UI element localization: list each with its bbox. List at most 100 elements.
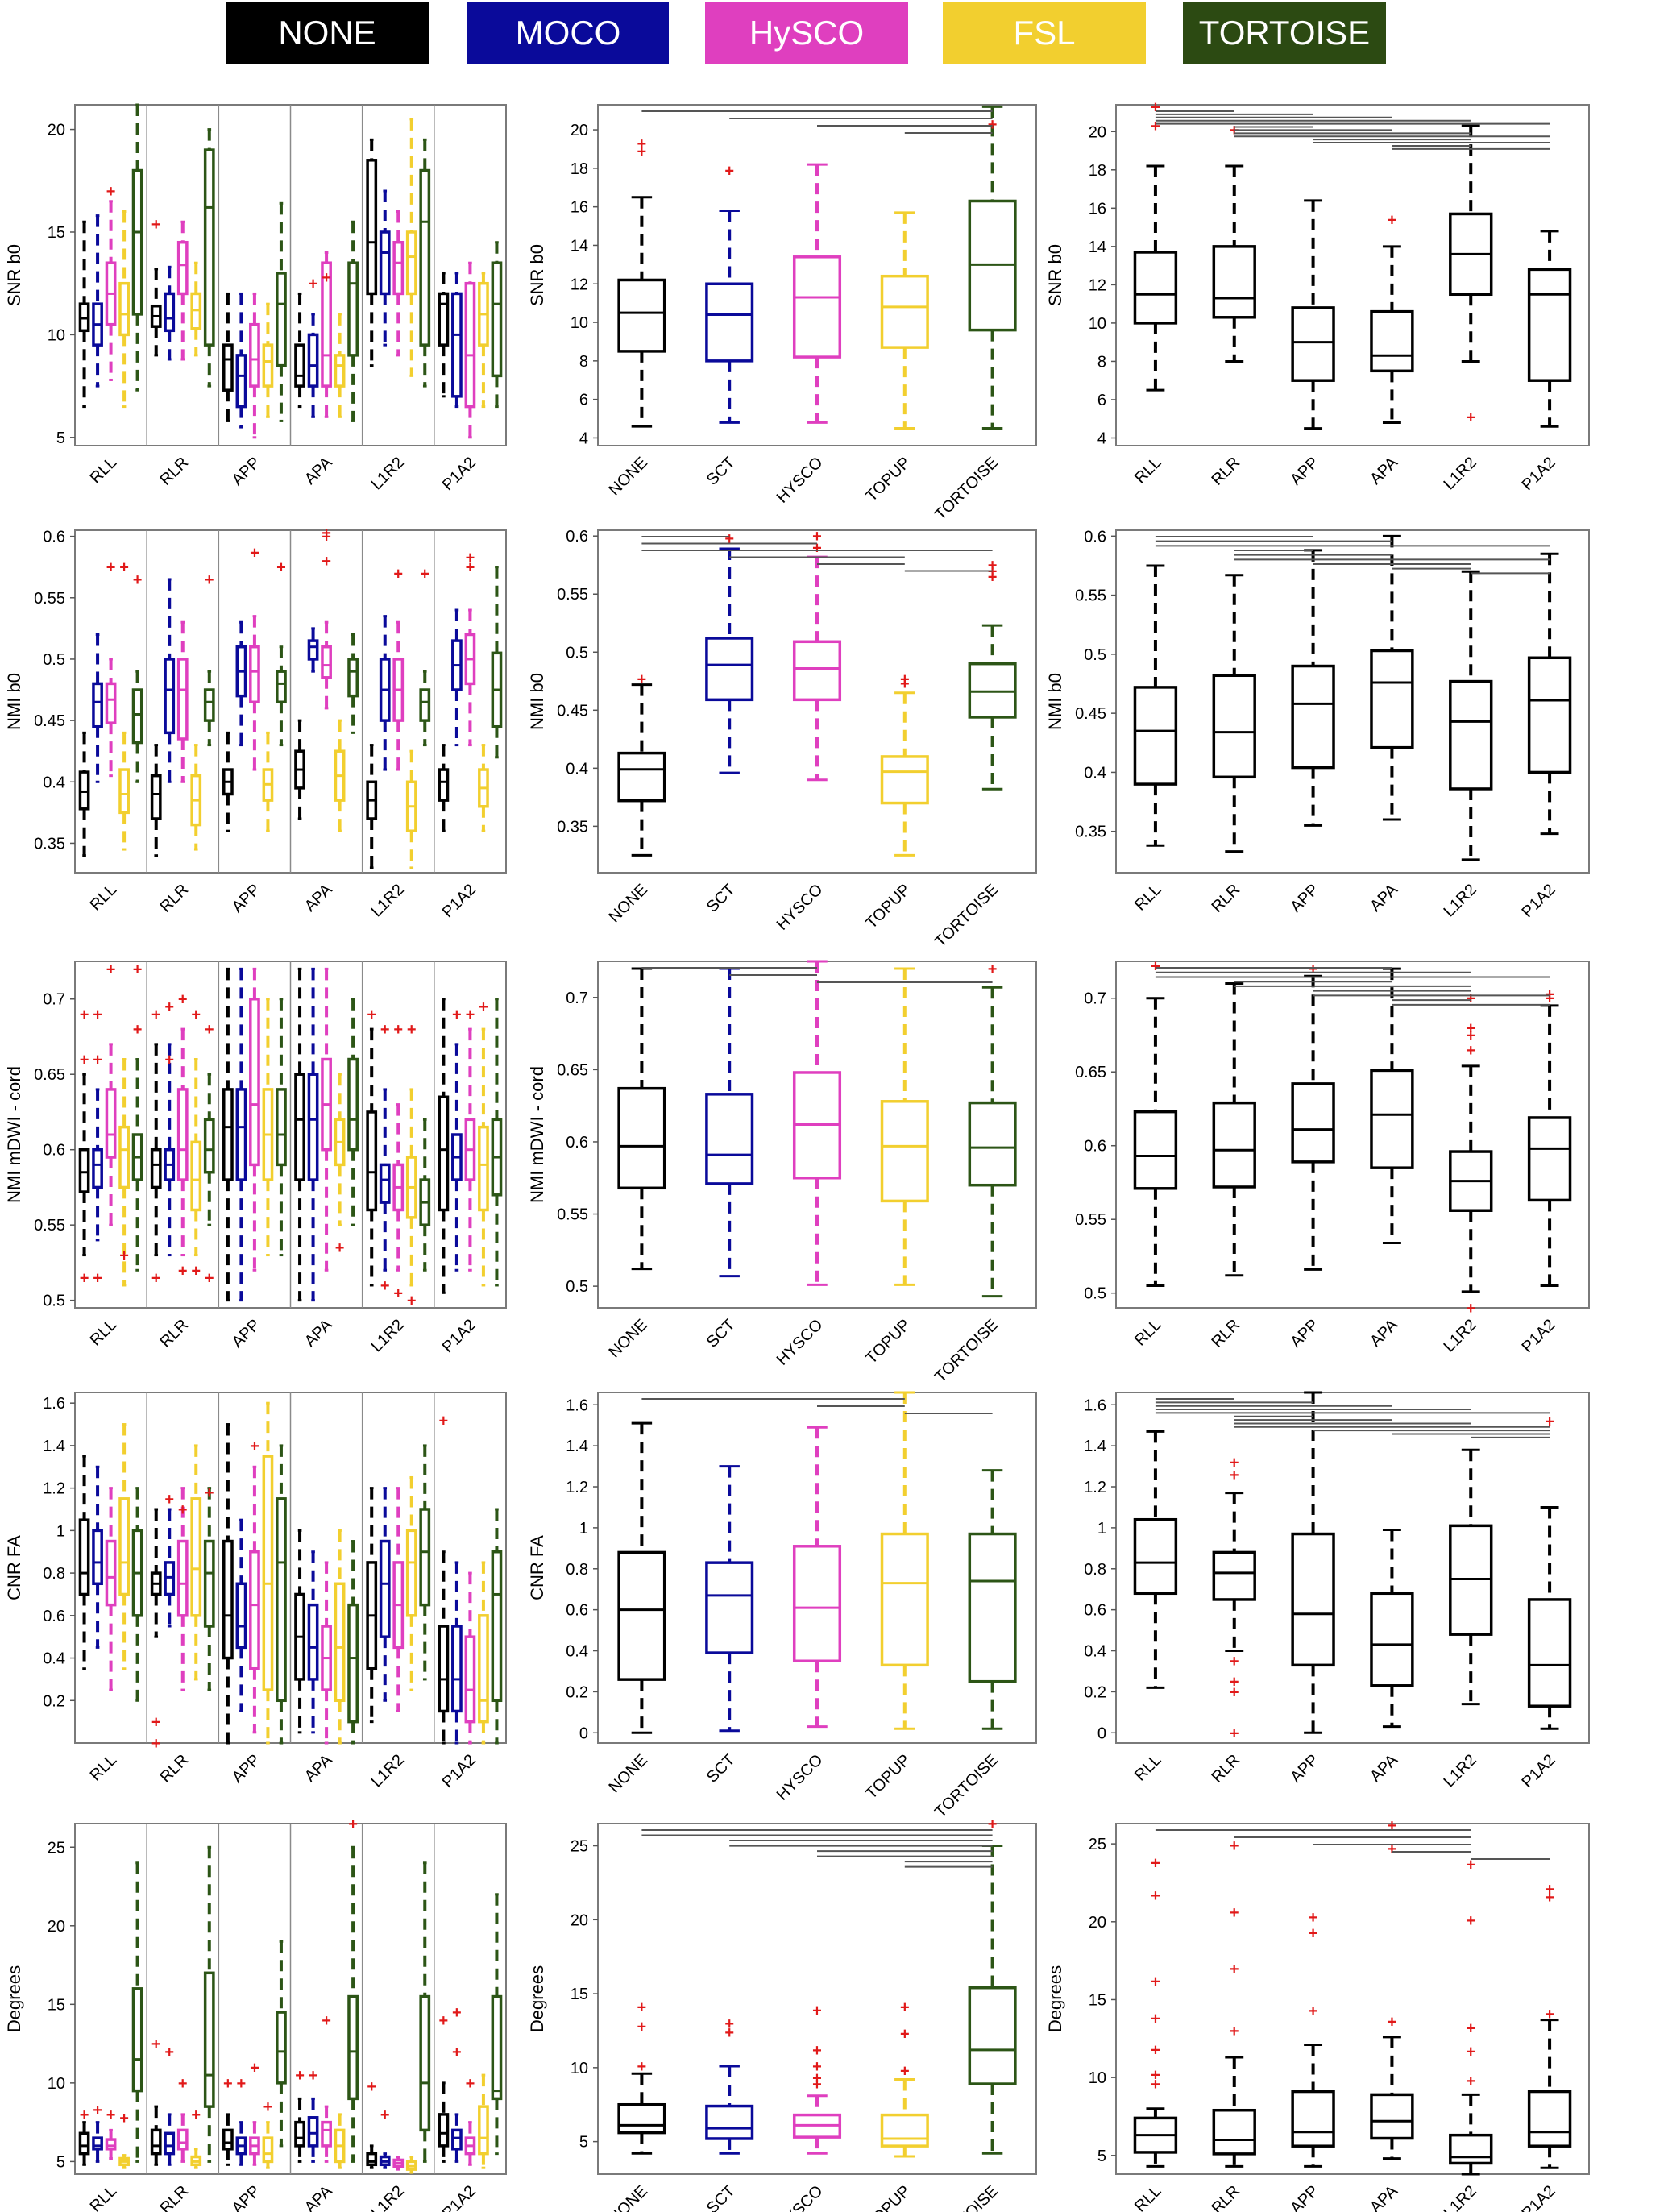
outlier-point: +: [1388, 1817, 1397, 1835]
box-none: [78, 1455, 90, 1670]
box-fsl: [118, 210, 130, 409]
box-none: [222, 967, 234, 1302]
y-tick-label: 0.5: [566, 1278, 588, 1296]
box-moco: ++: [379, 1021, 391, 1295]
box-iqr: [249, 322, 260, 388]
box-fsl: +: [118, 2110, 130, 2169]
box-none: +: [1370, 212, 1414, 424]
box-sct: [705, 1465, 754, 1733]
box-tortoise: +++: [968, 557, 1017, 791]
box-iqr: [617, 278, 666, 353]
box-iqr: [617, 751, 666, 803]
chart-snr-right: 4 6 8 10 12 14 16 18 20 SNR b0 RLL RLR APP APA L1R2 P1A…: [1045, 98, 1590, 494]
y-tick-label: 0.7: [43, 991, 65, 1009]
group-rll: ++++++++++: [78, 961, 143, 1288]
box-fsl: ++: [190, 1006, 202, 1280]
outlier-point: +: [151, 1270, 161, 1288]
y-tick-label: 0.2: [43, 1692, 65, 1710]
outlier-point: +: [93, 1006, 102, 1023]
box-iqr: [222, 1539, 234, 1660]
y-tick-label: 0.6: [1084, 1138, 1106, 1156]
box-topup: + + +: [880, 1999, 929, 2158]
box-tortoise: [419, 1118, 431, 1272]
x-tick-label: L1R2: [1440, 1751, 1479, 1791]
box-iqr: [222, 343, 234, 392]
box-none: ++++++: [1212, 1454, 1256, 1742]
x-tick-label: TOPUP: [862, 454, 914, 505]
box-iqr: [164, 658, 176, 735]
outlier-point: +: [191, 2106, 201, 2124]
box-iqr: [1133, 1110, 1178, 1190]
outlier-point: +: [1466, 1912, 1475, 1930]
box-iqr: [1291, 306, 1335, 382]
group-l1r2: ++: [366, 1861, 431, 2174]
y-tick-label: 1.6: [1084, 1397, 1106, 1414]
outlier-point: +: [164, 998, 174, 1016]
outlier-point: +: [407, 1293, 417, 1310]
outlier-point: +: [1151, 1887, 1160, 1905]
box-tortoise: +: [968, 105, 1017, 430]
y-tick-label: 0.65: [557, 1061, 588, 1079]
box-none: + + + +: [1212, 1837, 1256, 2168]
outlier-point: +: [178, 1262, 188, 1280]
outlier-point: +: [164, 2044, 174, 2061]
y-axis-label: Degrees: [527, 1965, 547, 2032]
y-tick-label: 15: [1089, 1991, 1106, 2009]
x-tick-label: P1A2: [439, 454, 479, 494]
box-none: +: [617, 670, 666, 857]
box-iqr: [307, 333, 319, 388]
box-iqr: [249, 1550, 260, 1670]
x-tick-label: RLR: [1208, 454, 1243, 489]
box-hysco: ++++: [321, 525, 332, 710]
plot-frame: [1115, 1392, 1590, 1744]
outlier-point: +: [250, 1438, 259, 1455]
box-none: [78, 220, 90, 409]
box-none: [1370, 534, 1414, 821]
box-hysco: [321, 967, 332, 1272]
outlier-point: +: [151, 1714, 161, 1732]
y-tick-label: 14: [1089, 239, 1106, 256]
y-tick-label: 20: [1089, 123, 1106, 141]
x-tick-label: L1R2: [367, 2182, 407, 2212]
legend-moco: MOCO: [467, 2, 669, 64]
x-tick-label: APP: [229, 1751, 264, 1787]
outlier-point: +: [812, 2042, 822, 2060]
box-iqr: [379, 1163, 391, 1204]
x-tick-label: HYSCO: [774, 454, 827, 507]
box-hysco: [392, 2156, 405, 2171]
box-moco: [92, 1465, 103, 1649]
box-none: +: [1449, 124, 1493, 426]
outlier-point: +: [151, 1735, 161, 1753]
y-tick-label: 1.2: [566, 1479, 588, 1496]
box-iqr: [347, 1057, 359, 1152]
x-tick-label: L1R2: [367, 1316, 407, 1355]
box-none: + + +: [78, 1006, 90, 1288]
x-tick-label: RLR: [156, 454, 192, 489]
box-hysco: [249, 292, 260, 439]
outlier-point: +: [93, 1270, 102, 1288]
plot-frame: [1115, 961, 1590, 1309]
x-tick-label: NONE: [606, 2182, 651, 2212]
x-tick-label: P1A2: [439, 2182, 479, 2212]
x-tick-label: APA: [301, 2182, 336, 2212]
box-tortoise: [419, 138, 431, 388]
outlier-point: +: [1466, 1019, 1475, 1037]
box-iqr: [78, 1148, 90, 1193]
box-iqr: [249, 997, 260, 1167]
box-tortoise: [131, 1487, 143, 1702]
y-tick-label: 10: [1089, 315, 1106, 333]
group-l1r2: [366, 1444, 431, 1724]
box-tortoise: [276, 998, 287, 1257]
plot-frame: [597, 104, 1037, 446]
outlier-point: +: [106, 961, 116, 978]
outlier-point: +: [1151, 2066, 1160, 2084]
y-axis-label: Degrees: [1045, 1965, 1065, 2032]
box-iqr: [276, 1497, 287, 1703]
box-none: [1133, 564, 1178, 847]
y-axis-label: SNR b0: [527, 244, 547, 306]
y-tick-label: 0.55: [1075, 1211, 1106, 1229]
chart-cnr-left: 0.2 0.4 0.6 0.8 1 1.2 1.4 1.6 CNR FA RLL RLR APP APA…: [4, 1392, 507, 1791]
box-iqr: [792, 1545, 842, 1662]
y-tick-label: 25: [1089, 1836, 1106, 1853]
x-tick-label: TORTOISE: [932, 1751, 1002, 1821]
